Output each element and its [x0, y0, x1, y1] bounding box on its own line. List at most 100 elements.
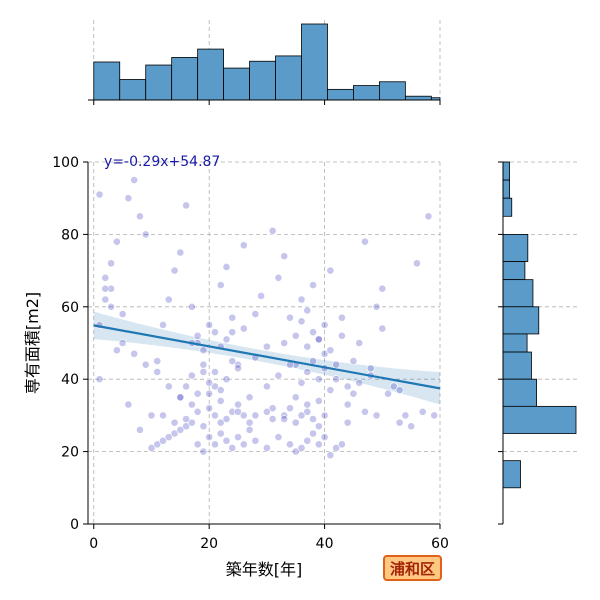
scatter-point [297, 444, 306, 452]
top-hist-bar [197, 48, 225, 101]
scatter-point [268, 226, 277, 235]
scatter-point [314, 440, 323, 449]
scatter-point [361, 407, 369, 416]
scatter-point [239, 440, 248, 449]
scatter-point [228, 313, 237, 322]
scatter-point [262, 342, 271, 351]
right-hist-bar [502, 378, 537, 407]
scatter-point [245, 425, 254, 434]
scatter-point [222, 415, 231, 423]
scatter-point [338, 313, 346, 322]
scatter-point [193, 407, 202, 416]
scatter-point [286, 404, 294, 413]
scatter-point [297, 317, 306, 326]
scatter-point [332, 360, 341, 369]
scatter-point [124, 194, 133, 203]
scatter-point [182, 415, 190, 423]
scatter-point [314, 397, 323, 405]
tick-labels: 0 20 40 60 0 20 40 60 80 100 [52, 155, 449, 552]
scatter-point [280, 252, 289, 261]
regression-equation: y=-0.29x+54.87 [104, 154, 220, 170]
scatter-point [187, 371, 196, 380]
scatter-point [372, 411, 381, 420]
scatter-point [291, 331, 300, 340]
scatter-point [234, 433, 242, 442]
x-axis-label: 築年数[年] [226, 560, 303, 579]
scatter-point [303, 436, 312, 445]
scatter-point [326, 346, 335, 355]
scatter-point [343, 418, 352, 427]
scatter-point [297, 378, 306, 387]
scatter-point [170, 429, 179, 438]
scatter-point [130, 349, 139, 358]
scatter-point [389, 382, 398, 391]
scatter-point [153, 440, 162, 449]
scatter-point [274, 371, 283, 380]
confidence-band [93, 311, 440, 405]
top-hist-bar [145, 64, 173, 101]
scatter-point [234, 407, 242, 416]
scatter-point [303, 368, 312, 376]
top-hist-bar [404, 95, 432, 101]
scatter-point [176, 393, 185, 402]
scatter-point [101, 284, 110, 293]
scatter-point [222, 335, 231, 344]
scatter-point [170, 266, 179, 275]
scatter-point [332, 375, 341, 384]
right-histogram [498, 161, 577, 525]
scatter-point [355, 339, 364, 347]
scatter-point [326, 266, 335, 275]
scatter-point [303, 306, 312, 315]
x-tick-label: 60 [431, 536, 449, 552]
scatter-point [303, 342, 312, 351]
scatter-point [372, 302, 381, 311]
scatter-point [303, 407, 312, 416]
x-tick-label: 20 [200, 536, 218, 552]
scatter-point [291, 418, 300, 427]
scatter-point [107, 259, 115, 268]
scatter-point [199, 422, 208, 431]
scatter-point [216, 429, 225, 438]
scatter-point [320, 320, 329, 329]
regression-line [93, 324, 441, 390]
right-hist-bar [502, 333, 528, 353]
scatter-point [424, 212, 433, 221]
right-hist-bar [502, 161, 510, 181]
scatter-point [101, 295, 110, 304]
scatter-point [251, 436, 260, 445]
right-hist-bar [502, 405, 577, 434]
top-histogram [88, 23, 441, 105]
scatter-point [338, 440, 346, 449]
ward-badge: 浦和区 [383, 555, 442, 581]
scatter-point [314, 422, 323, 431]
scatter-point [320, 433, 329, 442]
scatter-point [286, 313, 294, 322]
scatter-point [193, 389, 202, 398]
x-tick-label: 40 [316, 536, 334, 552]
scatter-point [147, 411, 156, 420]
scatter-point [118, 310, 127, 318]
right-hist-bar [502, 279, 534, 308]
scatter-point [187, 418, 196, 427]
scatter-point [251, 310, 260, 318]
scatter-point [378, 324, 387, 333]
scatter-point [193, 440, 202, 449]
scatter-point [326, 451, 335, 460]
scatter-point [309, 328, 317, 337]
scatter-point [355, 378, 364, 387]
y-tick-label: 80 [61, 227, 79, 243]
scatter-point [286, 440, 294, 449]
scatter-point [199, 360, 208, 369]
scatter-point [326, 386, 335, 394]
scatter-point [378, 284, 387, 293]
scatter-point [262, 407, 271, 416]
right-hist-bar [502, 233, 529, 262]
scatter-point [153, 357, 162, 365]
top-hist-bar [223, 67, 250, 101]
scatter-point [251, 411, 260, 420]
top-hist-bar [119, 79, 147, 101]
scatter-point [239, 324, 248, 333]
scatter-point [170, 418, 179, 427]
y-tick-label: 20 [61, 445, 79, 461]
